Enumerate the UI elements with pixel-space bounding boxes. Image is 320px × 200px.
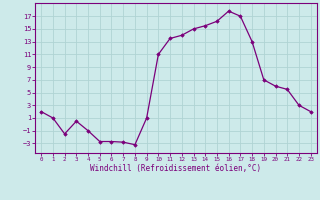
X-axis label: Windchill (Refroidissement éolien,°C): Windchill (Refroidissement éolien,°C): [90, 164, 261, 173]
